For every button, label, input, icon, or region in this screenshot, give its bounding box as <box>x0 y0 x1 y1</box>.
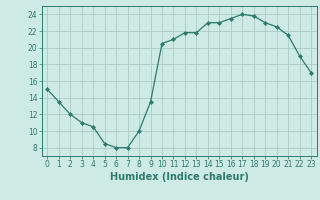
X-axis label: Humidex (Indice chaleur): Humidex (Indice chaleur) <box>110 172 249 182</box>
